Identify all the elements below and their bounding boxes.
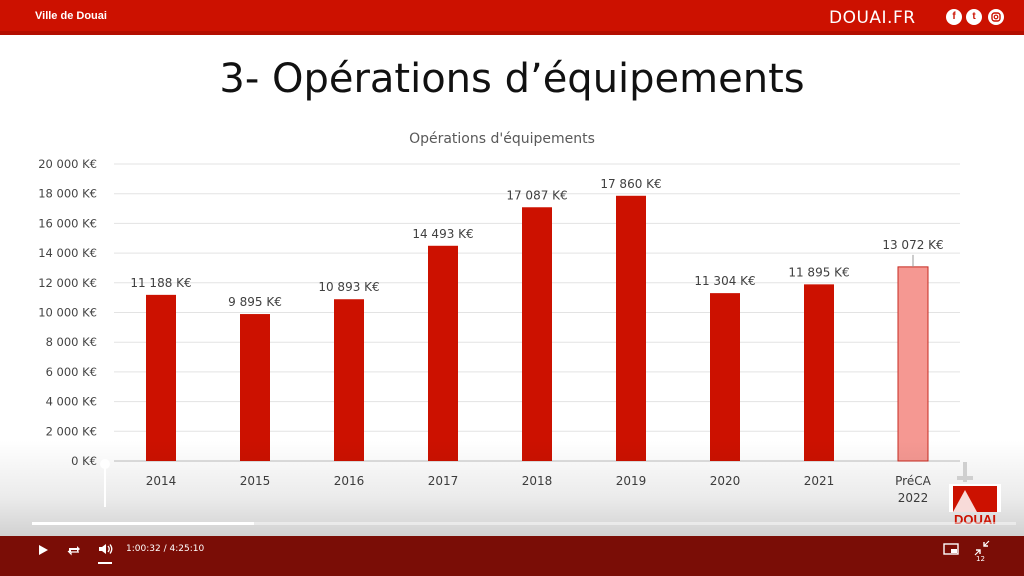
x-tick-label: 2015 xyxy=(240,474,271,488)
y-tick-label: 20 000 K€ xyxy=(38,157,97,171)
bar xyxy=(897,266,929,462)
bar xyxy=(146,294,176,461)
player-controls xyxy=(0,536,1024,576)
volume-slider-handle[interactable] xyxy=(100,459,110,469)
loop-icon[interactable] xyxy=(67,543,81,557)
value-label: 10 893 K€ xyxy=(318,280,379,294)
bar xyxy=(428,245,458,461)
value-label: 17 860 K€ xyxy=(600,177,661,191)
y-tick-label: 8 000 K€ xyxy=(46,335,97,349)
x-tick-label: 2021 xyxy=(804,474,835,488)
x-axis-ticks: 2014 2015 2016 2017 2018 2019 2020 2021 PréCA 202… xyxy=(146,474,932,505)
y-tick-label: 0 K€ xyxy=(71,454,97,468)
y-tick-label: 10 000 K€ xyxy=(38,306,97,320)
y-tick-label: 4 000 K€ xyxy=(46,395,97,409)
pip-icon[interactable] xyxy=(943,542,959,556)
channel-name: Ville de Douai xyxy=(35,10,107,22)
y-tick-label: 2 000 K€ xyxy=(46,424,97,438)
equipment-operations-chart: Opérations d'équipements 0 K€ 2 000 K€ 4 0… xyxy=(38,131,960,505)
duration: 4:25:10 xyxy=(169,544,205,554)
volume-slider[interactable] xyxy=(104,463,106,507)
y-axis-ticks: 0 K€ 2 000 K€ 4 000 K€ 6 000 K€ 8 000 K€ 10 0… xyxy=(38,157,97,468)
volume-active-indicator xyxy=(98,562,112,564)
chart-value-labels: 11 188 K€ 9 895 K€ 10 893 K€ 14 493 K€ 17 08… xyxy=(130,177,943,309)
logo-mark xyxy=(949,462,1001,512)
y-tick-label: 12 000 K€ xyxy=(38,276,97,290)
y-tick-label: 16 000 K€ xyxy=(38,216,97,230)
instagram-icon[interactable] xyxy=(988,9,1004,25)
logo-text: DOUAI xyxy=(954,512,996,527)
header-separator xyxy=(0,35,1024,38)
value-label: 11 188 K€ xyxy=(130,276,191,290)
play-icon[interactable] xyxy=(36,543,50,557)
header-band xyxy=(0,0,1024,33)
y-tick-label: 6 000 K€ xyxy=(46,365,97,379)
header-band-edge xyxy=(0,31,1024,35)
bar xyxy=(522,207,552,461)
y-tick-label: 14 000 K€ xyxy=(38,246,97,260)
value-label: 11 895 K€ xyxy=(788,265,849,279)
x-tick-label: 2016 xyxy=(334,474,365,488)
time-separator: / xyxy=(163,544,167,554)
value-label: 13 072 K€ xyxy=(882,238,943,252)
x-tick-label: 2018 xyxy=(522,474,553,488)
exit-fullscreen-icon[interactable] xyxy=(974,540,990,556)
current-time: 1:00:32 xyxy=(126,544,161,554)
x-tick-label: 2022 xyxy=(898,491,929,505)
value-label: 11 304 K€ xyxy=(694,274,755,288)
time-display: 1:00:32 / 4:25:10 xyxy=(126,544,204,554)
bar xyxy=(240,314,270,461)
x-tick-label: PréCA xyxy=(895,474,931,488)
slide-title: 3- Opérations d’équipements xyxy=(219,56,805,102)
bar xyxy=(616,195,646,461)
value-label: 14 493 K€ xyxy=(412,227,473,241)
bar xyxy=(334,299,364,461)
x-tick-label: 2014 xyxy=(146,474,177,488)
progress-bar[interactable] xyxy=(32,522,1016,525)
brand-name: DOUAI.FR xyxy=(829,8,916,28)
douai-logo: DOUAI xyxy=(945,462,1005,530)
value-label: 17 087 K€ xyxy=(506,188,567,202)
x-tick-label: 2020 xyxy=(710,474,741,488)
x-tick-label: 2019 xyxy=(616,474,647,488)
bar xyxy=(710,293,740,461)
twitter-icon[interactable]: t xyxy=(966,9,982,25)
x-tick-label: 2017 xyxy=(428,474,459,488)
progress-bar-played[interactable] xyxy=(32,522,255,525)
y-tick-label: 18 000 K€ xyxy=(38,187,97,201)
chart-bars xyxy=(146,195,929,462)
bar xyxy=(804,284,834,461)
volume-icon[interactable] xyxy=(98,542,114,556)
chart-title: Opérations d'équipements xyxy=(409,131,595,147)
instagram-glyph xyxy=(991,12,1001,22)
value-label: 9 895 K€ xyxy=(228,295,282,309)
facebook-icon[interactable]: f xyxy=(946,9,962,25)
quality-badge: 12 xyxy=(976,555,985,563)
